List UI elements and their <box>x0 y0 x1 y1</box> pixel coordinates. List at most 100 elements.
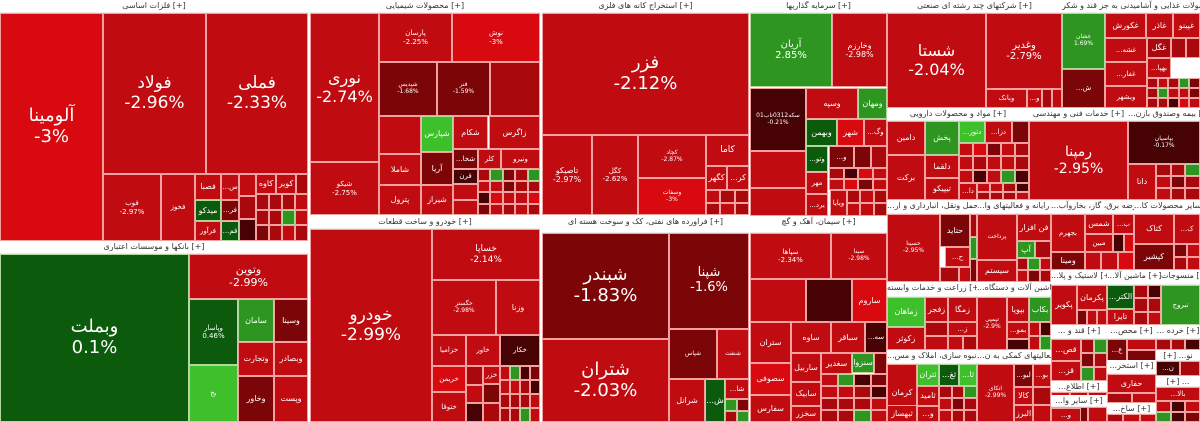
stock-tile[interactable] <box>1003 183 1016 192</box>
stock-tile[interactable]: خزامیا <box>432 335 466 366</box>
stock-tile[interactable] <box>515 169 528 181</box>
stock-tile[interactable] <box>1081 339 1094 353</box>
sector-header[interactable]: [+] ... <box>1156 376 1200 387</box>
stock-tile[interactable]: ...شا <box>725 379 749 399</box>
sector-header[interactable]: بانکها و موسسات اعتباری [+] <box>0 241 308 254</box>
stock-tile[interactable] <box>858 168 873 179</box>
stock-tile[interactable]: کچاد -2.87% <box>638 135 706 178</box>
stock-tile[interactable] <box>515 203 528 215</box>
stock-tile[interactable]: فملی -2.33% <box>206 13 308 174</box>
stock-tile[interactable] <box>1015 169 1029 183</box>
stock-tile[interactable] <box>1180 361 1200 376</box>
stock-tile[interactable] <box>1123 234 1134 252</box>
stock-tile[interactable] <box>1156 164 1171 176</box>
stock-tile[interactable]: حسینا -2.95% <box>887 214 940 282</box>
stock-tile[interactable] <box>1015 143 1029 157</box>
stock-tile[interactable] <box>1139 414 1156 422</box>
stock-tile[interactable] <box>1185 188 1200 200</box>
stock-tile[interactable]: آریا <box>421 152 453 185</box>
stock-tile[interactable] <box>269 209 282 226</box>
sector-header[interactable]: فراورده های نفتی، کک و سوخت هسته ای [+] <box>542 216 749 233</box>
stock-tile[interactable] <box>1028 270 1040 282</box>
stock-tile[interactable] <box>1170 411 1186 422</box>
sector-header[interactable]: منسوجات [+] <box>1161 270 1200 285</box>
stock-tile[interactable] <box>1015 156 1029 170</box>
sector-header[interactable]: ... خرده [+] <box>1156 325 1200 339</box>
stock-tile[interactable]: شپدیس -1.68% <box>379 62 437 116</box>
stock-tile[interactable] <box>1170 164 1186 176</box>
stock-tile[interactable] <box>466 366 483 385</box>
stock-tile[interactable] <box>874 353 887 374</box>
stock-tile[interactable] <box>1185 411 1200 422</box>
stock-tile[interactable] <box>1029 322 1040 336</box>
stock-tile[interactable] <box>821 374 838 386</box>
sector-header[interactable]: ...استخر [+] <box>1107 360 1156 374</box>
stock-tile[interactable]: فرآور <box>195 221 221 241</box>
stock-tile[interactable]: کاوه <box>256 174 276 194</box>
stock-tile[interactable]: وبانک <box>986 89 1027 108</box>
stock-tile[interactable]: کویر <box>276 174 296 194</box>
stock-tile[interactable] <box>970 214 977 237</box>
stock-tile[interactable] <box>1156 411 1171 422</box>
stock-tile[interactable]: سغدیر <box>821 353 852 374</box>
stock-tile[interactable]: ...ش <box>705 379 725 422</box>
stock-tile[interactable]: شهر <box>837 119 864 146</box>
stock-tile[interactable]: ...ع <box>1107 339 1127 361</box>
stock-tile[interactable] <box>530 394 540 408</box>
stock-tile[interactable]: خاور <box>466 335 500 366</box>
stock-tile[interactable]: مبین <box>1085 234 1113 252</box>
stock-tile[interactable] <box>466 403 483 422</box>
stock-tile[interactable]: ...ثغ <box>939 364 959 386</box>
stock-tile[interactable] <box>854 386 871 398</box>
stock-tile[interactable]: مهر <box>806 172 828 194</box>
stock-tile[interactable] <box>1185 401 1200 412</box>
stock-tile[interactable] <box>502 192 516 204</box>
stock-tile[interactable] <box>1189 98 1200 108</box>
stock-tile[interactable] <box>296 174 308 194</box>
stock-tile[interactable] <box>256 209 269 226</box>
stock-tile[interactable]: ومینا <box>1051 252 1085 270</box>
stock-tile[interactable] <box>1147 311 1161 325</box>
stock-tile[interactable] <box>282 209 295 226</box>
stock-tile[interactable]: شمس <box>1085 214 1113 234</box>
stock-tile[interactable] <box>500 380 510 394</box>
stock-tile[interactable] <box>500 366 510 380</box>
stock-tile[interactable]: غگل <box>1147 38 1171 58</box>
stock-tile[interactable]: فنر -1.59% <box>437 62 490 116</box>
stock-tile[interactable] <box>269 225 282 241</box>
stock-tile[interactable] <box>510 380 520 394</box>
stock-tile[interactable] <box>510 394 520 408</box>
stock-tile[interactable] <box>951 410 965 422</box>
stock-tile[interactable]: تایرا <box>1107 309 1134 325</box>
stock-tile[interactable]: سفارس <box>750 395 791 422</box>
stock-tile[interactable]: ...ش <box>1062 69 1105 108</box>
stock-tile[interactable] <box>837 374 854 386</box>
stock-tile[interactable] <box>527 180 540 192</box>
stock-tile[interactable]: وبشهر <box>1105 86 1147 108</box>
stock-tile[interactable] <box>720 190 735 203</box>
stock-tile[interactable] <box>1170 401 1186 412</box>
stock-tile[interactable] <box>1033 387 1051 405</box>
stock-tile[interactable]: ...بهپا <box>1147 58 1171 78</box>
stock-tile[interactable] <box>720 202 735 215</box>
stock-tile[interactable] <box>821 386 838 398</box>
sector-header[interactable]: ... قند و [+] <box>1051 325 1107 339</box>
stock-tile[interactable] <box>527 192 540 204</box>
stock-tile[interactable] <box>478 203 491 215</box>
stock-tile[interactable] <box>466 384 483 404</box>
stock-tile[interactable]: وپست <box>274 376 308 422</box>
stock-tile[interactable] <box>821 398 838 410</box>
stock-tile[interactable] <box>973 143 987 157</box>
stock-tile[interactable] <box>1017 258 1029 270</box>
sector-header[interactable]: محصولات غذایی و آشامیدنی به جز قند و شکر… <box>1062 0 1200 13</box>
stock-tile[interactable] <box>1094 353 1107 367</box>
stock-tile[interactable] <box>964 410 977 422</box>
stock-tile[interactable] <box>964 386 977 398</box>
stock-tile[interactable]: کلر <box>478 149 501 169</box>
stock-tile[interactable] <box>453 199 478 215</box>
stock-tile[interactable]: ثبهساز <box>887 405 917 422</box>
stock-tile[interactable]: سابیک <box>791 382 821 406</box>
stock-tile[interactable]: تپمپی -2.9% <box>977 297 1007 350</box>
sector-header[interactable]: ...لاستیک و پلا [+] <box>1051 270 1107 285</box>
stock-tile[interactable]: دلقما <box>925 155 959 178</box>
